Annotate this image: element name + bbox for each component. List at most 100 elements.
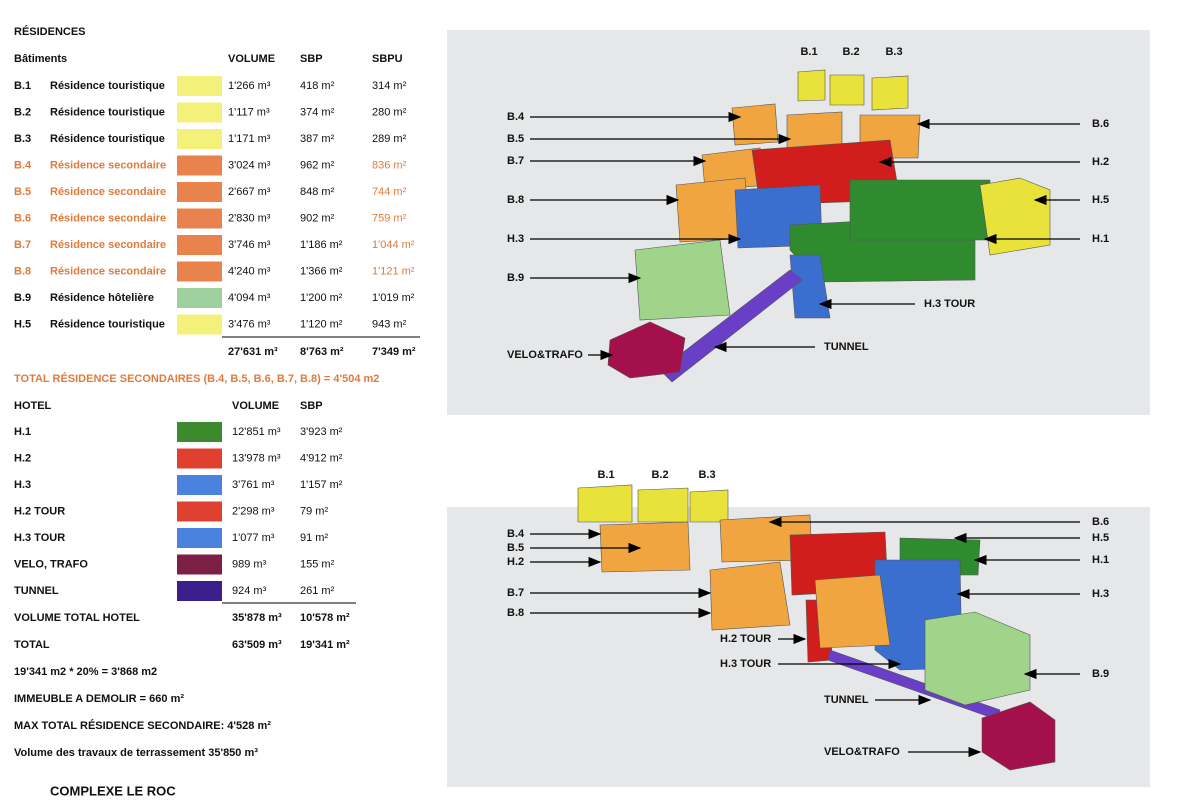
model-top <box>607 69 1051 383</box>
label: 155 m² <box>300 558 335 570</box>
label: H.3 TOUR <box>14 532 65 544</box>
label: VELO&TRAFO <box>507 349 583 361</box>
label: 13'978 m³ <box>232 452 281 464</box>
label: 3'024 m³ <box>228 159 271 171</box>
label: H.2 <box>507 556 524 568</box>
label: 1'117 m³ <box>228 106 270 118</box>
label: 1'157 m² <box>300 479 343 491</box>
label: 91 m² <box>300 532 328 544</box>
label: TOTAL RÉSIDENCE SECONDAIRES (B.4, B.5, B… <box>14 372 379 385</box>
model-bottom <box>577 484 1056 771</box>
label: TUNNEL <box>824 694 869 706</box>
label: B.9 <box>14 292 31 304</box>
swatch <box>177 501 222 522</box>
label: 1'266 m³ <box>228 80 271 92</box>
label: 35'878 m³ <box>232 612 282 624</box>
label: 79 m² <box>300 505 328 517</box>
label: 3'923 m² <box>300 426 343 438</box>
label: 1'186 m² <box>300 239 343 251</box>
label: 7'349 m² <box>372 346 416 358</box>
label: H.5 <box>14 318 31 330</box>
label: H.5 <box>1092 194 1109 206</box>
label: 2'667 m³ <box>228 186 271 198</box>
label: Volume des travaux de terrassement 35'85… <box>14 747 258 759</box>
label: 19'341 m2 * 20% = 3'868 m2 <box>14 666 157 678</box>
swatch <box>177 475 222 495</box>
label: B.7 <box>507 587 524 599</box>
label: B.4 <box>14 159 32 171</box>
label: Résidence touristique <box>50 106 165 118</box>
label: 836 m² <box>372 159 407 171</box>
label: H.3 <box>1092 588 1109 600</box>
label: 4'094 m³ <box>228 292 271 304</box>
footer-title: COMPLEXE LE ROC <box>50 783 176 798</box>
label: 374 m² <box>300 106 335 118</box>
label: VOLUME <box>228 53 275 65</box>
swatch <box>177 422 222 442</box>
label: 387 m² <box>300 133 335 145</box>
label: Résidence secondaire <box>50 239 166 251</box>
label: 27'631 m³ <box>228 346 278 358</box>
swatch <box>177 129 222 149</box>
label: 759 m² <box>372 212 407 224</box>
label: 2'298 m³ <box>232 505 275 517</box>
label: 3'476 m³ <box>228 318 271 330</box>
swatch <box>177 448 222 469</box>
label: Résidence touristique <box>50 133 165 145</box>
swatch <box>177 235 222 255</box>
label: 1'044 m² <box>372 239 415 251</box>
label: 848 m² <box>300 186 335 198</box>
label: B.8 <box>507 194 524 206</box>
label: VOLUME TOTAL HOTEL <box>14 612 140 624</box>
label: B.7 <box>14 239 31 251</box>
label: MAX TOTAL RÉSIDENCE SECONDAIRE: 4'528 m² <box>14 719 271 732</box>
label: B.1 <box>597 469 614 481</box>
label: 63'509 m³ <box>232 639 282 651</box>
label: H.3 TOUR <box>720 658 771 670</box>
swatch <box>177 155 222 176</box>
label: H.2 <box>1092 156 1109 168</box>
label: 4'912 m² <box>300 452 343 464</box>
label: B.3 <box>885 46 902 58</box>
label: H.3 TOUR <box>924 298 975 310</box>
label: 280 m² <box>372 106 407 118</box>
label: RÉSIDENCES <box>14 25 86 38</box>
label: 1'019 m² <box>372 292 415 304</box>
label: 12'851 m³ <box>232 426 281 438</box>
label: 19'341 m² <box>300 639 350 651</box>
label: Résidence touristique <box>50 80 165 92</box>
label: B.5 <box>14 186 31 198</box>
label: Résidence hôtelière <box>50 292 154 304</box>
label: B.9 <box>1092 668 1109 680</box>
label: H.1 <box>1092 233 1109 245</box>
label: TUNNEL <box>14 585 59 597</box>
label: VOLUME <box>232 400 279 412</box>
swatch <box>177 208 222 229</box>
label: B.8 <box>14 265 31 277</box>
label: 1'121 m² <box>372 265 415 277</box>
label: H.3 <box>507 233 524 245</box>
label: VELO&TRAFO <box>824 746 900 758</box>
label: 261 m² <box>300 585 335 597</box>
label: H.2 TOUR <box>720 633 771 645</box>
label: 3'746 m³ <box>228 239 271 251</box>
label: 418 m² <box>300 80 335 92</box>
swatch <box>177 76 222 96</box>
label: Résidence secondaire <box>50 186 166 198</box>
label: 744 m² <box>372 186 407 198</box>
label: B.3 <box>14 133 31 145</box>
label: Résidence secondaire <box>50 265 166 277</box>
label: B.4 <box>507 528 525 540</box>
label: B.7 <box>507 155 524 167</box>
label: IMMEUBLE A DEMOLIR = 660 m² <box>14 693 184 705</box>
label: 2'830 m³ <box>228 212 271 224</box>
label: 1'120 m² <box>300 318 343 330</box>
label: HOTEL <box>14 400 52 412</box>
label: Résidence touristique <box>50 318 165 330</box>
label: 3'761 m³ <box>232 479 275 491</box>
label: B.1 <box>14 80 31 92</box>
label: TOTAL <box>14 639 50 651</box>
label: 314 m² <box>372 80 407 92</box>
swatch <box>177 288 222 308</box>
